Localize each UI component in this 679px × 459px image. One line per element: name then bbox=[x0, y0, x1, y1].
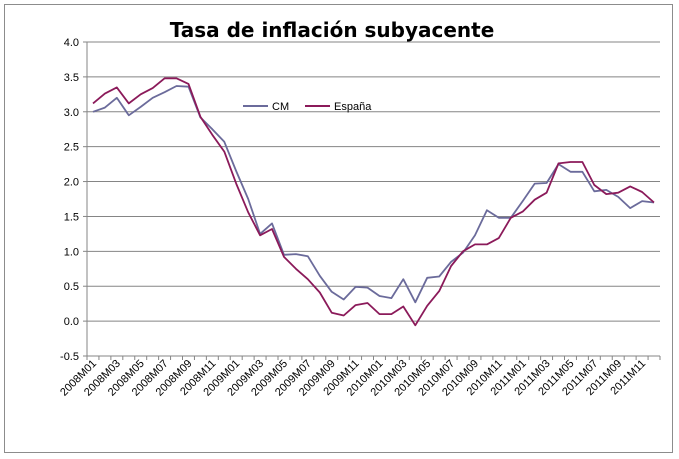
y-tick-label: 0.0 bbox=[64, 316, 79, 328]
series-line-cm bbox=[92, 85, 655, 304]
series-lines bbox=[92, 77, 655, 327]
y-tick-label: -0.5 bbox=[60, 351, 79, 363]
y-tick-labels: 4.0 3.5 3.0 2.5 2.0 1.5 1.0 0.5 0.0 -0.5 bbox=[60, 37, 79, 363]
axes bbox=[83, 41, 661, 360]
legend: CM España bbox=[243, 101, 372, 113]
legend-label: España bbox=[334, 101, 372, 113]
legend-label: CM bbox=[272, 101, 289, 113]
y-tick-label: 2.5 bbox=[64, 142, 79, 154]
y-tick-label: 3.5 bbox=[64, 72, 79, 84]
y-tick-label: 1.5 bbox=[64, 211, 79, 223]
chart-frame bbox=[4, 4, 673, 453]
series-line-espa-a bbox=[92, 77, 655, 327]
y-tick-label: 4.0 bbox=[64, 37, 79, 49]
y-tick-label: 1.0 bbox=[64, 246, 79, 258]
y-tick-label: 3.0 bbox=[64, 107, 79, 119]
y-tick-label: 0.5 bbox=[64, 281, 79, 293]
chart-title: Tasa de inflación subyacente bbox=[170, 18, 495, 42]
y-tick-label: 2.0 bbox=[64, 177, 79, 189]
x-tick-labels: 2008M012008M032008M052008M072008M092008M… bbox=[58, 358, 648, 399]
